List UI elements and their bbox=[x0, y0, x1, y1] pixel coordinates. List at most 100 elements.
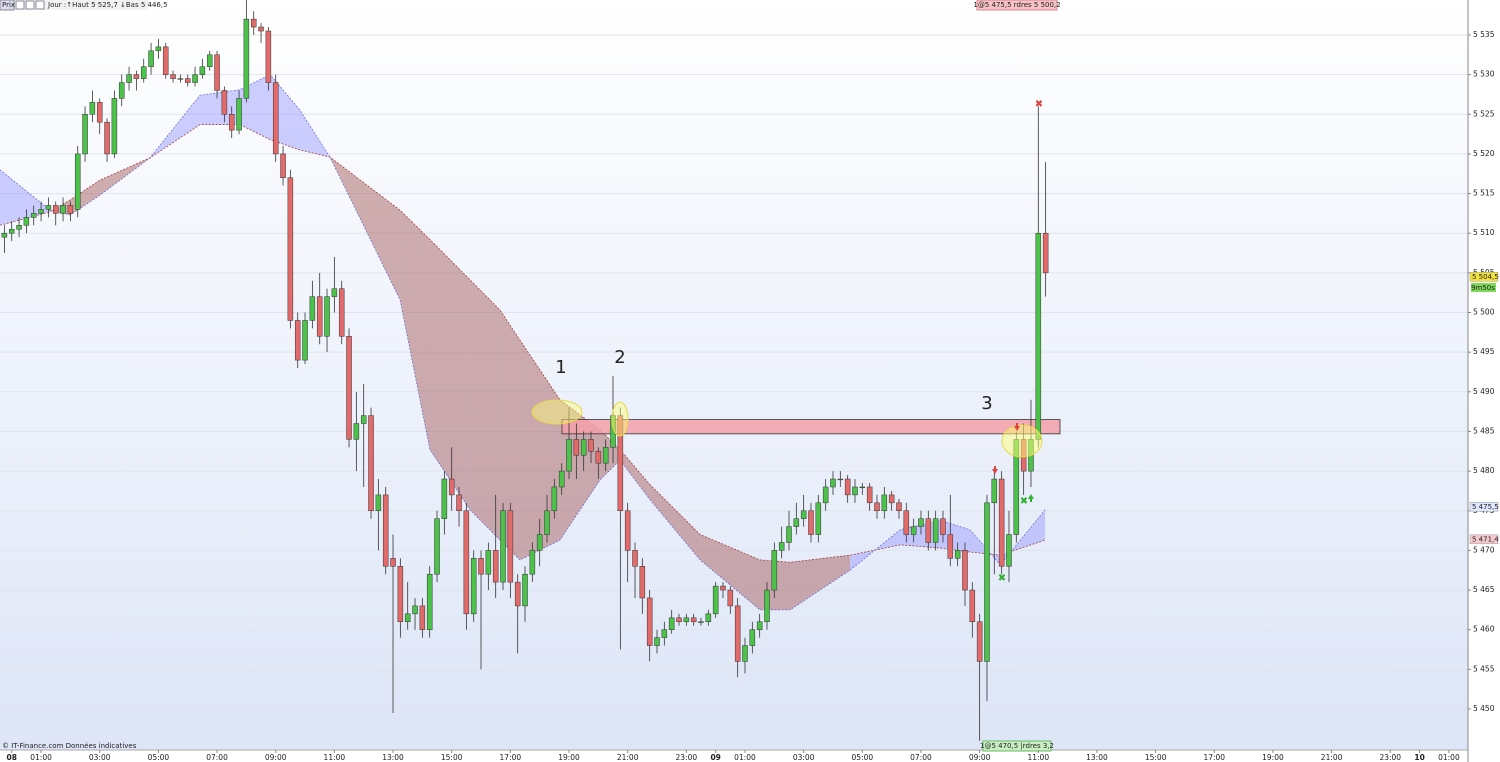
price-tag-label: 5 471,4 bbox=[1472, 535, 1499, 543]
candle-body bbox=[962, 550, 968, 591]
candle-body bbox=[45, 205, 52, 210]
candle-body bbox=[302, 320, 308, 361]
candle-body bbox=[925, 518, 932, 543]
x-tick-label: 01:00 bbox=[1438, 753, 1460, 762]
candle-body bbox=[280, 153, 286, 178]
x-tick-label: 01:00 bbox=[30, 753, 52, 762]
candle-body bbox=[830, 478, 836, 488]
price-tag-label: 5 504,5 bbox=[1472, 273, 1499, 281]
toolbar-button[interactable] bbox=[0, 0, 15, 11]
candle-body bbox=[89, 102, 96, 115]
candle-body bbox=[177, 78, 184, 80]
candle-body bbox=[67, 205, 74, 214]
candle-body bbox=[412, 605, 418, 615]
candle-body bbox=[808, 510, 814, 535]
candle-body bbox=[30, 213, 37, 218]
axis-background bbox=[1468, 0, 1500, 762]
x-tick-label: 21:00 bbox=[617, 753, 639, 762]
candle-body bbox=[375, 494, 382, 512]
candle-body bbox=[705, 613, 712, 623]
candle-body bbox=[74, 153, 81, 210]
candle-body bbox=[940, 518, 946, 535]
order-label bbox=[976, 0, 1058, 11]
y-tick-label: 5 520 bbox=[1473, 149, 1495, 158]
candle-body bbox=[470, 558, 477, 615]
price-tag bbox=[1469, 502, 1499, 512]
x-tick-label: 09 bbox=[710, 753, 720, 762]
x-tick-label: 17:00 bbox=[1203, 753, 1225, 762]
candle-body bbox=[206, 54, 213, 67]
candle-body bbox=[771, 550, 778, 591]
candle-body bbox=[331, 288, 338, 297]
y-tick-label: 5 450 bbox=[1473, 704, 1495, 713]
annotation: 3 bbox=[981, 393, 992, 414]
toolbar-icon[interactable] bbox=[25, 0, 35, 10]
candle-body bbox=[170, 74, 176, 79]
x-tick-label: 03:00 bbox=[89, 753, 111, 762]
candle-body bbox=[265, 30, 272, 83]
candle-body bbox=[382, 494, 389, 567]
candle-body bbox=[221, 90, 228, 115]
candle-body bbox=[441, 478, 448, 519]
candle-body bbox=[522, 573, 528, 607]
candle-body bbox=[126, 74, 132, 83]
candle-body bbox=[654, 637, 660, 646]
band-fill bbox=[969, 529, 1001, 565]
candle-body bbox=[1, 232, 8, 238]
candle-body bbox=[800, 510, 807, 519]
candle-body bbox=[118, 82, 125, 99]
x-tick-label: 05:00 bbox=[148, 753, 170, 762]
y-tick-label: 5 535 bbox=[1473, 30, 1495, 39]
candle-body bbox=[683, 617, 690, 623]
candle-body bbox=[140, 66, 147, 79]
price-tag-label: 5 475,5 bbox=[1472, 503, 1499, 511]
band-fill bbox=[700, 534, 760, 610]
candle-body bbox=[734, 605, 741, 662]
candle-body bbox=[500, 510, 506, 583]
band-fill bbox=[400, 210, 430, 450]
candle-body bbox=[448, 478, 455, 496]
band-fill bbox=[429, 239, 471, 510]
order-label-text: 1@5 470,5 |rdres 3,2 bbox=[980, 742, 1054, 750]
candle-body bbox=[698, 621, 704, 623]
y-tick-label: 5 530 bbox=[1473, 70, 1495, 79]
candle-body bbox=[646, 597, 653, 646]
candle-body bbox=[236, 98, 242, 131]
candle-body bbox=[104, 121, 110, 155]
candle-body bbox=[602, 447, 609, 464]
band-fill bbox=[300, 110, 330, 158]
y-tick-label: 5 510 bbox=[1473, 228, 1495, 237]
x-tick-label: 23:00 bbox=[676, 753, 698, 762]
x-tick-label: 09:00 bbox=[265, 753, 287, 762]
candle-body bbox=[947, 534, 954, 559]
band-fill bbox=[649, 484, 701, 560]
candle-body bbox=[976, 621, 983, 662]
candle-body bbox=[250, 18, 257, 28]
candle-body bbox=[580, 439, 587, 456]
toolbar-icon[interactable] bbox=[35, 0, 45, 10]
candle-body bbox=[294, 320, 301, 361]
candle-body bbox=[632, 550, 638, 567]
candle-body bbox=[287, 177, 294, 321]
highlight-ellipse bbox=[1001, 424, 1043, 458]
candle-body bbox=[896, 502, 902, 512]
candle-body bbox=[815, 502, 822, 535]
candle-body bbox=[764, 589, 770, 623]
y-tick-label: 5 515 bbox=[1473, 189, 1495, 198]
candle-body bbox=[184, 78, 191, 83]
candle-body bbox=[111, 98, 118, 155]
candle-body bbox=[360, 415, 367, 424]
x-axis-background bbox=[0, 750, 1468, 762]
y-tick-label: 5 485 bbox=[1473, 426, 1495, 435]
highlight-ellipse bbox=[611, 401, 629, 437]
candle-body bbox=[793, 518, 800, 527]
candle-body bbox=[595, 451, 602, 464]
candle-body bbox=[837, 478, 844, 481]
toolbar-icon[interactable] bbox=[15, 0, 25, 10]
candle-body bbox=[822, 486, 829, 504]
x-tick-label: 07:00 bbox=[910, 753, 932, 762]
toolbar-label: Prix bbox=[2, 1, 15, 9]
candle-body bbox=[96, 102, 103, 123]
